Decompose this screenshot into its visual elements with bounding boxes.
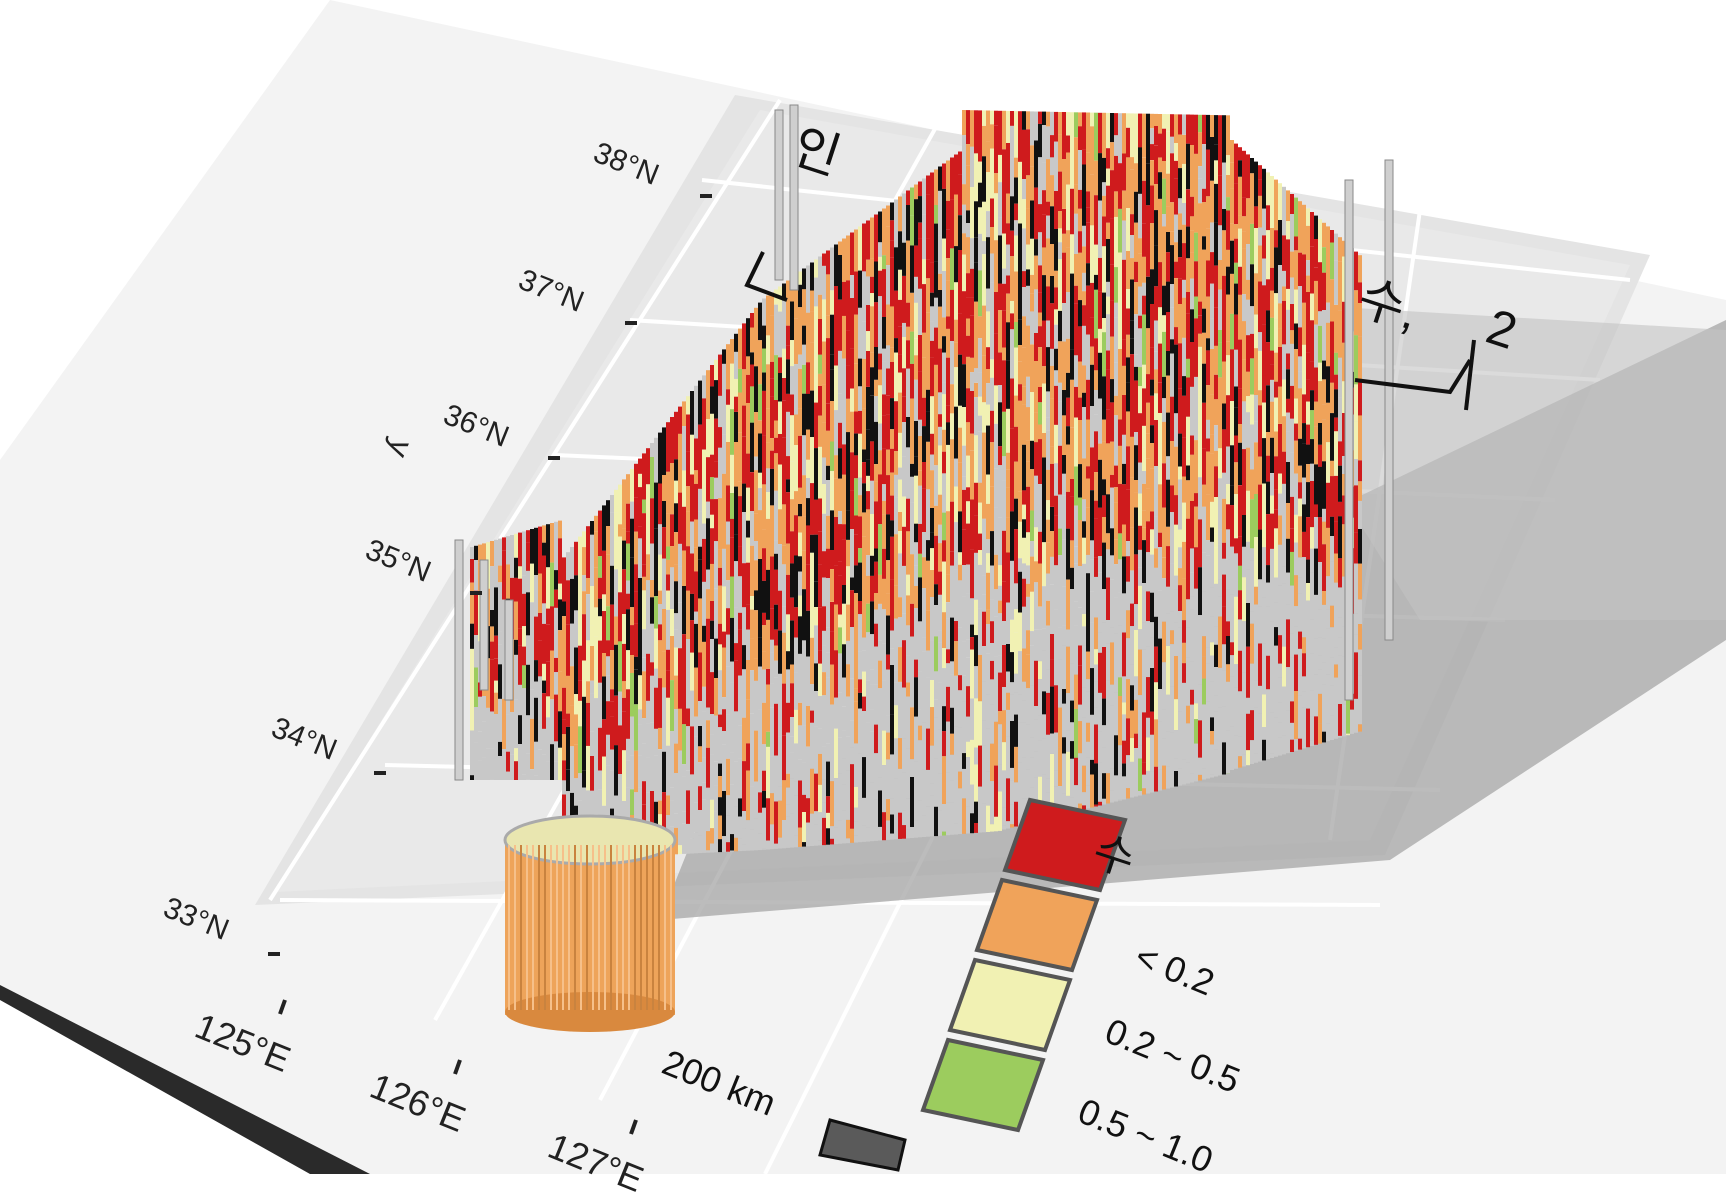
jeju-island [505,816,675,1032]
map-scene [0,0,1726,1174]
